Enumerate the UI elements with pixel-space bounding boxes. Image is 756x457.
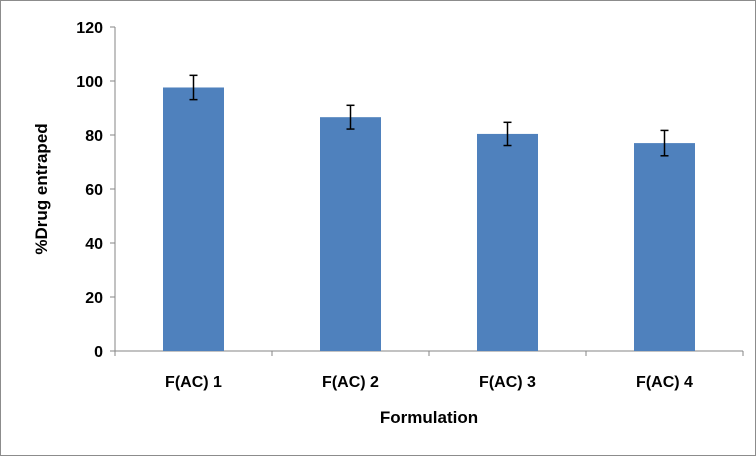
- y-tick-label: 120: [76, 20, 103, 37]
- x-axis-title: Formulation: [380, 408, 478, 427]
- x-tick-label: F(AC) 2: [322, 374, 379, 391]
- bar: [477, 133, 538, 351]
- y-tick-label: 60: [85, 182, 103, 199]
- y-tick-label: 40: [85, 236, 103, 253]
- x-axis: F(AC) 1 F(AC) 2 F(AC) 3 F(AC) 4: [114, 350, 744, 391]
- bar: [163, 87, 224, 351]
- x-tick-label: F(AC) 4: [636, 374, 693, 391]
- x-tick-label: F(AC) 3: [479, 374, 536, 391]
- bars: [163, 87, 695, 352]
- y-axis: 0 20 40 60 80 100 120: [76, 20, 116, 361]
- x-tick-label: F(AC) 1: [165, 374, 222, 391]
- error-bars: [189, 74, 669, 157]
- bar: [320, 117, 381, 352]
- y-axis-title: %Drug entraped: [32, 123, 51, 254]
- y-tick-label: 80: [85, 128, 103, 145]
- bar: [634, 143, 695, 351]
- y-tick-label: 100: [76, 74, 103, 91]
- y-tick-label: 20: [85, 290, 103, 307]
- y-tick-label: 0: [94, 344, 103, 361]
